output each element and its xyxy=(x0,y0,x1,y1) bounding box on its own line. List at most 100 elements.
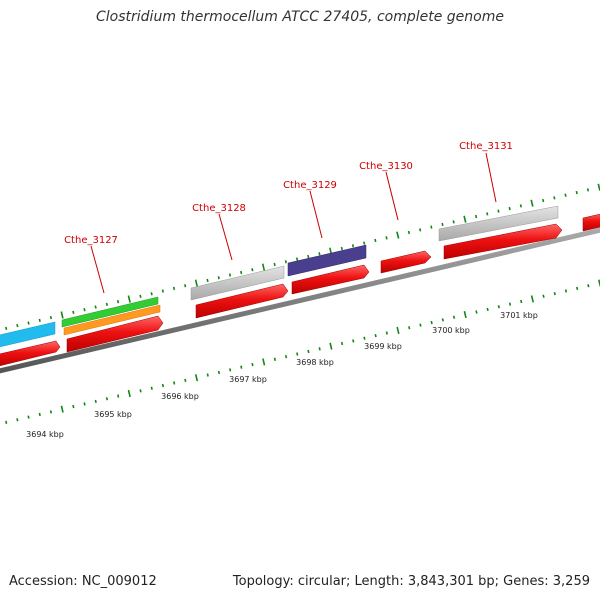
gene-label: Cthe_3130 xyxy=(359,161,413,172)
tick-mark xyxy=(38,318,41,322)
tick-mark xyxy=(27,321,30,325)
gene-label: Cthe_3129 xyxy=(283,180,337,191)
tick-mark xyxy=(240,365,243,369)
gene-labels: Cthe_3127 Cthe_3128 Cthe_3129 Cthe_3130 … xyxy=(64,141,513,246)
tick-mark xyxy=(463,311,467,319)
tick-mark xyxy=(430,225,433,229)
tick-mark xyxy=(16,324,19,328)
tick-mark xyxy=(83,402,86,406)
tick-mark xyxy=(385,236,388,240)
tick-mark xyxy=(105,397,109,401)
tick-mark xyxy=(564,289,568,293)
grey-feature-3131 xyxy=(438,205,559,242)
tick-mark xyxy=(60,311,64,319)
tick-mark xyxy=(452,315,456,319)
kbp-label: 3700 kbp xyxy=(432,326,470,335)
tick-mark xyxy=(161,383,165,388)
kbp-label: 3695 kbp xyxy=(94,410,132,419)
leader-line-3131 xyxy=(485,152,497,203)
tick-mark xyxy=(150,386,153,390)
tick-mark xyxy=(72,310,75,314)
tick-mark xyxy=(184,378,187,382)
tick-mark xyxy=(206,373,209,377)
tick-mark xyxy=(251,268,254,272)
tick-mark xyxy=(16,418,19,422)
tick-mark xyxy=(117,394,120,398)
tick-mark xyxy=(363,336,366,340)
tick-mark xyxy=(542,198,545,203)
tick-mark xyxy=(407,230,411,235)
tick-mark xyxy=(127,389,131,398)
tick-mark xyxy=(586,188,590,192)
tick-mark xyxy=(396,231,400,239)
map-title: Clostridium thermocellum ATCC 27405, com… xyxy=(96,9,504,25)
tick-mark xyxy=(194,279,198,287)
cds-arrow-edge xyxy=(582,213,600,232)
tick-mark xyxy=(463,215,467,223)
gene-label: Cthe_3127 xyxy=(64,235,118,246)
leader-line-3130 xyxy=(385,171,399,221)
tick-mark xyxy=(173,381,176,385)
navy-feature-3129 xyxy=(287,244,367,277)
tick-mark xyxy=(486,307,489,311)
tick-mark xyxy=(508,206,511,211)
tick-mark xyxy=(60,405,64,413)
tick-mark xyxy=(497,209,500,213)
gene-label: Cthe_3131 xyxy=(459,141,513,152)
tick-mark xyxy=(150,292,153,296)
tick-mark xyxy=(49,410,53,414)
tick-mark xyxy=(553,196,556,200)
tick-mark xyxy=(508,302,512,306)
tick-mark xyxy=(172,286,176,291)
tick-mark xyxy=(139,294,142,298)
leader-line-3127 xyxy=(90,245,105,294)
tick-mark xyxy=(295,257,299,261)
tick-mark xyxy=(94,305,97,309)
cds-arrow xyxy=(0,340,61,367)
tick-mark xyxy=(530,199,534,207)
tick-mark xyxy=(452,220,455,224)
tick-mark xyxy=(5,420,8,424)
tick-mark xyxy=(520,299,523,304)
green-feature xyxy=(61,296,159,328)
orange-feature xyxy=(63,304,161,336)
tick-mark xyxy=(486,212,489,216)
tick-mark xyxy=(575,190,578,195)
tick-mark xyxy=(329,342,333,350)
tick-mark xyxy=(217,370,221,375)
tick-mark xyxy=(475,310,478,314)
tick-mark xyxy=(385,331,388,335)
tick-mark xyxy=(419,228,422,232)
leader-line-3129 xyxy=(309,190,323,239)
tick-mark xyxy=(206,278,209,283)
tick-mark xyxy=(307,349,310,354)
tick-mark xyxy=(229,368,232,372)
tick-mark xyxy=(127,295,131,303)
tick-mark xyxy=(408,326,411,330)
tick-mark xyxy=(542,294,545,298)
tick-mark xyxy=(419,323,422,327)
accession-text: Accession: NC_009012 xyxy=(9,574,157,589)
tick-mark xyxy=(441,318,444,322)
kbp-label: 3697 kbp xyxy=(229,375,267,384)
tick-mark xyxy=(530,295,534,303)
kbp-label: 3701 kbp xyxy=(500,311,538,320)
cds-arrow-3130 xyxy=(380,250,432,274)
tick-mark xyxy=(261,263,266,271)
cds-arrow-3129 xyxy=(291,264,370,295)
tick-mark xyxy=(564,193,567,197)
tick-mark xyxy=(184,284,187,288)
tick-mark xyxy=(49,316,53,320)
tick-mark xyxy=(307,254,310,259)
tick-mark xyxy=(38,412,41,417)
tick-mark xyxy=(273,357,276,361)
kbp-label: 3696 kbp xyxy=(161,392,199,401)
cds-arrow-3128 xyxy=(195,283,289,319)
tick-mark xyxy=(374,334,377,338)
tick-mark xyxy=(352,339,355,343)
tick-mark xyxy=(251,362,254,367)
tick-mark xyxy=(194,374,199,382)
tick-mark xyxy=(576,286,579,290)
tick-mark xyxy=(340,246,343,251)
